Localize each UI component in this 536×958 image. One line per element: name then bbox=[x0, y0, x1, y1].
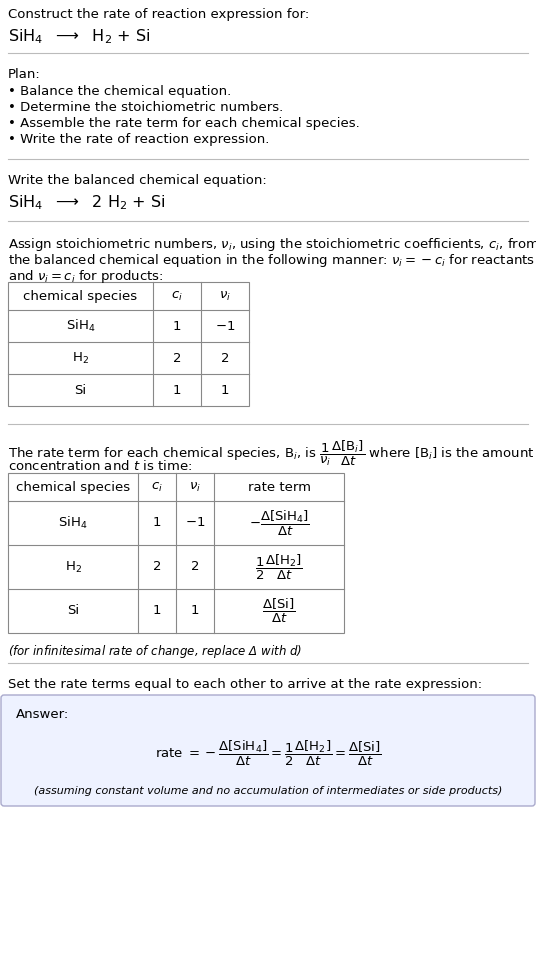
Text: SiH$_4$: SiH$_4$ bbox=[66, 318, 95, 334]
Text: SiH$_4$: SiH$_4$ bbox=[58, 515, 88, 531]
Text: $\nu_i$: $\nu_i$ bbox=[219, 289, 231, 303]
Text: $c_i$: $c_i$ bbox=[151, 481, 163, 493]
Text: Write the balanced chemical equation:: Write the balanced chemical equation: bbox=[8, 174, 267, 187]
Text: $\dfrac{\Delta[\mathrm{Si}]}{\Delta t}$: $\dfrac{\Delta[\mathrm{Si}]}{\Delta t}$ bbox=[262, 597, 296, 625]
Text: Si: Si bbox=[75, 383, 86, 397]
Text: 2: 2 bbox=[221, 352, 229, 364]
Text: • Assemble the rate term for each chemical species.: • Assemble the rate term for each chemic… bbox=[8, 117, 360, 130]
Text: the balanced chemical equation in the following manner: $\nu_i = -c_i$ for react: the balanced chemical equation in the fo… bbox=[8, 252, 535, 269]
Text: Si: Si bbox=[67, 604, 79, 618]
Bar bbox=[8, 282, 249, 406]
Text: • Balance the chemical equation.: • Balance the chemical equation. bbox=[8, 85, 231, 98]
Text: $c_i$: $c_i$ bbox=[171, 289, 183, 303]
FancyBboxPatch shape bbox=[1, 695, 535, 806]
Text: $-\dfrac{\Delta[\mathrm{SiH_4}]}{\Delta t}$: $-\dfrac{\Delta[\mathrm{SiH_4}]}{\Delta … bbox=[249, 509, 309, 537]
Text: 1: 1 bbox=[221, 383, 229, 397]
Text: H$_2$: H$_2$ bbox=[72, 351, 89, 366]
Text: rate term: rate term bbox=[248, 481, 310, 493]
Text: H$_2$: H$_2$ bbox=[64, 559, 81, 575]
Text: chemical species: chemical species bbox=[24, 289, 138, 303]
Text: Plan:: Plan: bbox=[8, 68, 41, 81]
Text: Construct the rate of reaction expression for:: Construct the rate of reaction expressio… bbox=[8, 8, 309, 21]
Text: • Write the rate of reaction expression.: • Write the rate of reaction expression. bbox=[8, 133, 270, 146]
Text: concentration and $t$ is time:: concentration and $t$ is time: bbox=[8, 459, 192, 473]
Text: chemical species: chemical species bbox=[16, 481, 130, 493]
Text: The rate term for each chemical species, B$_i$, is $\dfrac{1}{\nu_i}\dfrac{\Delt: The rate term for each chemical species,… bbox=[8, 439, 534, 468]
Text: and $\nu_i = c_i$ for products:: and $\nu_i = c_i$ for products: bbox=[8, 268, 163, 285]
Text: 1: 1 bbox=[173, 320, 181, 332]
Text: 1: 1 bbox=[191, 604, 199, 618]
Text: 1: 1 bbox=[173, 383, 181, 397]
Text: 2: 2 bbox=[191, 560, 199, 574]
Text: $-1$: $-1$ bbox=[215, 320, 235, 332]
Text: • Determine the stoichiometric numbers.: • Determine the stoichiometric numbers. bbox=[8, 101, 283, 114]
Text: 1: 1 bbox=[153, 604, 161, 618]
Text: SiH$_4$  $\longrightarrow$  2 H$_2$ + Si: SiH$_4$ $\longrightarrow$ 2 H$_2$ + Si bbox=[8, 193, 166, 212]
Text: $\dfrac{1}{2}\dfrac{\Delta[\mathrm{H_2}]}{\Delta t}$: $\dfrac{1}{2}\dfrac{\Delta[\mathrm{H_2}]… bbox=[255, 553, 303, 582]
Text: Set the rate terms equal to each other to arrive at the rate expression:: Set the rate terms equal to each other t… bbox=[8, 678, 482, 691]
Text: Answer:: Answer: bbox=[16, 708, 69, 721]
Text: 1: 1 bbox=[153, 516, 161, 530]
Text: $-1$: $-1$ bbox=[185, 516, 205, 530]
Text: 2: 2 bbox=[153, 560, 161, 574]
Text: $\nu_i$: $\nu_i$ bbox=[189, 481, 201, 493]
Text: (assuming constant volume and no accumulation of intermediates or side products): (assuming constant volume and no accumul… bbox=[34, 786, 502, 796]
Text: rate $= -\dfrac{\Delta[\mathrm{SiH_4}]}{\Delta t} = \dfrac{1}{2}\dfrac{\Delta[\m: rate $= -\dfrac{\Delta[\mathrm{SiH_4}]}{… bbox=[155, 739, 381, 767]
Bar bbox=[8, 473, 344, 633]
Text: SiH$_4$  $\longrightarrow$  H$_2$ + Si: SiH$_4$ $\longrightarrow$ H$_2$ + Si bbox=[8, 27, 151, 46]
Text: 2: 2 bbox=[173, 352, 181, 364]
Text: (for infinitesimal rate of change, replace Δ with $d$): (for infinitesimal rate of change, repla… bbox=[8, 643, 302, 660]
Text: Assign stoichiometric numbers, $\nu_i$, using the stoichiometric coefficients, $: Assign stoichiometric numbers, $\nu_i$, … bbox=[8, 236, 536, 253]
